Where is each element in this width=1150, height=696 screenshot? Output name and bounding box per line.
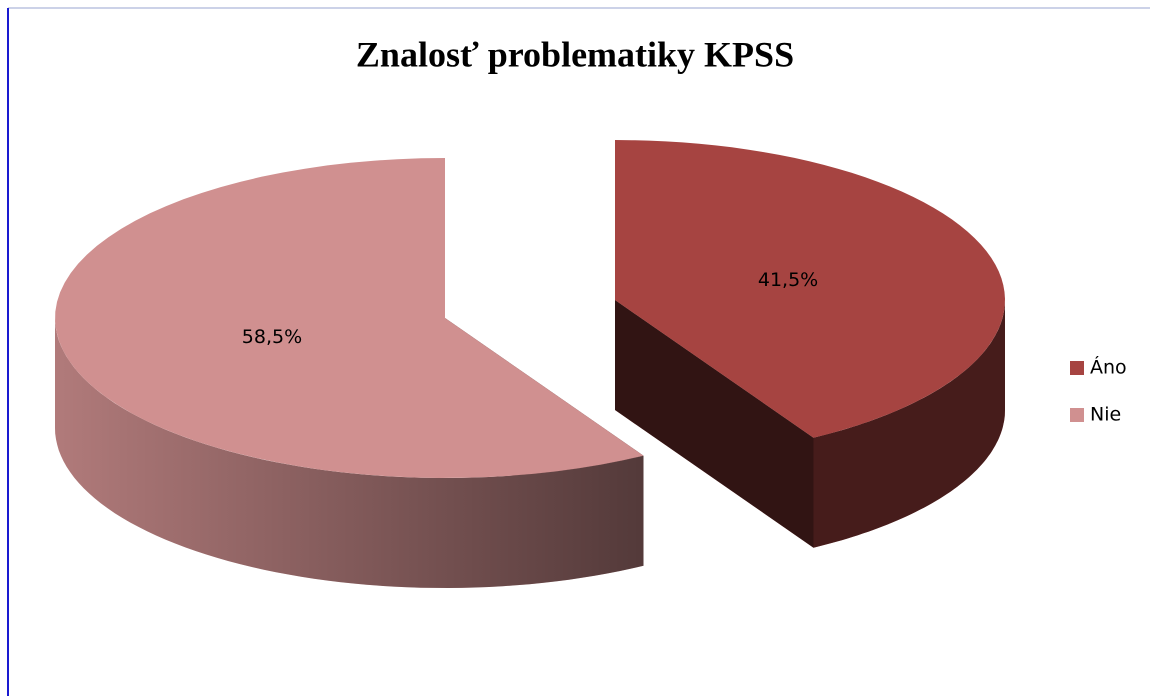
data-label: 58,5% [242, 326, 302, 348]
legend-swatch [1070, 361, 1084, 375]
chart-title: Znalosť problematiky KPSS [356, 34, 794, 74]
legend-label: Áno [1090, 356, 1127, 379]
slice [55, 158, 644, 478]
slice [615, 140, 1005, 438]
slice-side-shade [55, 318, 644, 588]
legend-label: Nie [1090, 404, 1121, 426]
data-label: 41,5% [758, 269, 818, 291]
slice-side-shade [813, 300, 1005, 548]
legend-swatch [1070, 408, 1084, 422]
slice-face-shade [615, 300, 814, 548]
